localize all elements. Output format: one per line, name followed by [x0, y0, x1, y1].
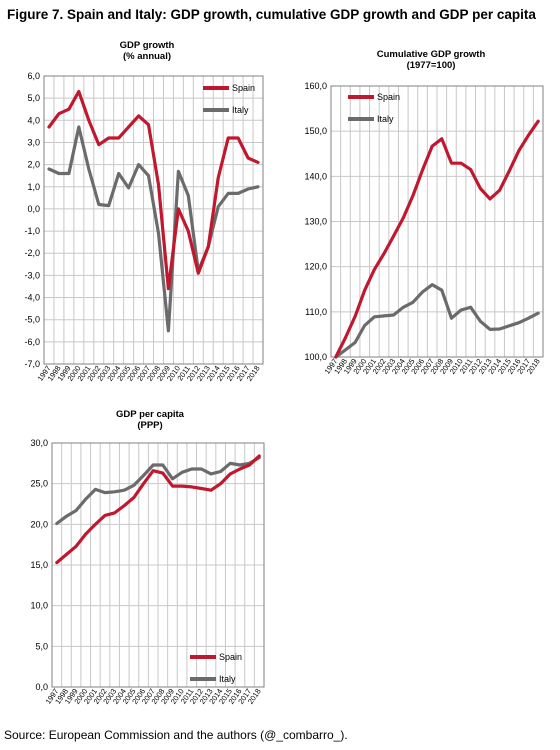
plot-area — [43, 75, 264, 365]
chart-title: GDP per capita — [116, 409, 185, 420]
y-tick-label: -6,0 — [24, 337, 40, 347]
chart-title: GDP growth — [120, 40, 175, 51]
plot-area — [330, 85, 544, 358]
y-tick-label: 15,0 — [30, 560, 48, 570]
y-tick-label: -7,0 — [24, 359, 40, 369]
chart-subtitle: (1977=100) — [407, 60, 456, 71]
legend-label-italy: Italy — [232, 105, 249, 115]
legend-label-italy: Italy — [377, 114, 394, 124]
series-line-spain — [47, 89, 260, 291]
y-tick-label: 0,0 — [35, 682, 48, 692]
y-tick-label: 1,0 — [27, 182, 40, 192]
y-tick-label: -4,0 — [24, 293, 40, 303]
y-tick-label: 100,0 — [304, 352, 327, 362]
y-tick-label: 150,0 — [304, 126, 327, 136]
source-note: Source: European Commission and the auth… — [4, 728, 348, 742]
y-tick-label: 4,0 — [27, 115, 40, 125]
series-line-italy — [55, 456, 261, 526]
y-tick-label: 160,0 — [304, 81, 327, 91]
chart-title: Cumulative GDP growth — [377, 49, 486, 60]
legend-label-italy: Italy — [219, 674, 236, 684]
legend-label-spain: Spain — [219, 652, 242, 662]
legend-label-spain: Spain — [232, 83, 255, 93]
y-tick-label: 10,0 — [30, 601, 48, 611]
y-tick-label: 120,0 — [304, 262, 327, 272]
y-tick-label: -2,0 — [24, 248, 40, 258]
y-tick-label: 130,0 — [304, 217, 327, 227]
y-tick-label: 3,0 — [27, 137, 40, 147]
series-line-spain — [334, 119, 540, 359]
legend-label-spain: Spain — [377, 92, 400, 102]
figure-title: Figure 7. Spain and Italy: GDP growth, c… — [7, 7, 536, 22]
y-tick-label: 140,0 — [304, 171, 327, 181]
y-tick-label: 25,0 — [30, 479, 48, 489]
y-tick-label: 110,0 — [305, 307, 327, 317]
y-tick-label: 0,0 — [27, 204, 40, 214]
y-tick-label: 2,0 — [27, 160, 40, 170]
series-line-italy — [47, 125, 260, 333]
y-tick-label: 6,0 — [27, 71, 40, 81]
y-tick-label: 30,0 — [30, 438, 48, 448]
chart-subtitle: (% annual) — [123, 51, 171, 62]
y-tick-label: 5,0 — [27, 93, 40, 103]
chart-subtitle: (PPP) — [137, 420, 162, 431]
plot-area — [51, 442, 265, 688]
y-tick-label: -3,0 — [24, 270, 40, 280]
y-tick-label: -1,0 — [24, 226, 40, 236]
y-tick-label: 5,0 — [35, 641, 48, 651]
series-line-italy — [334, 283, 540, 359]
y-tick-label: -5,0 — [24, 315, 40, 325]
series-line-spain — [55, 454, 261, 565]
y-tick-label: 20,0 — [30, 519, 48, 529]
